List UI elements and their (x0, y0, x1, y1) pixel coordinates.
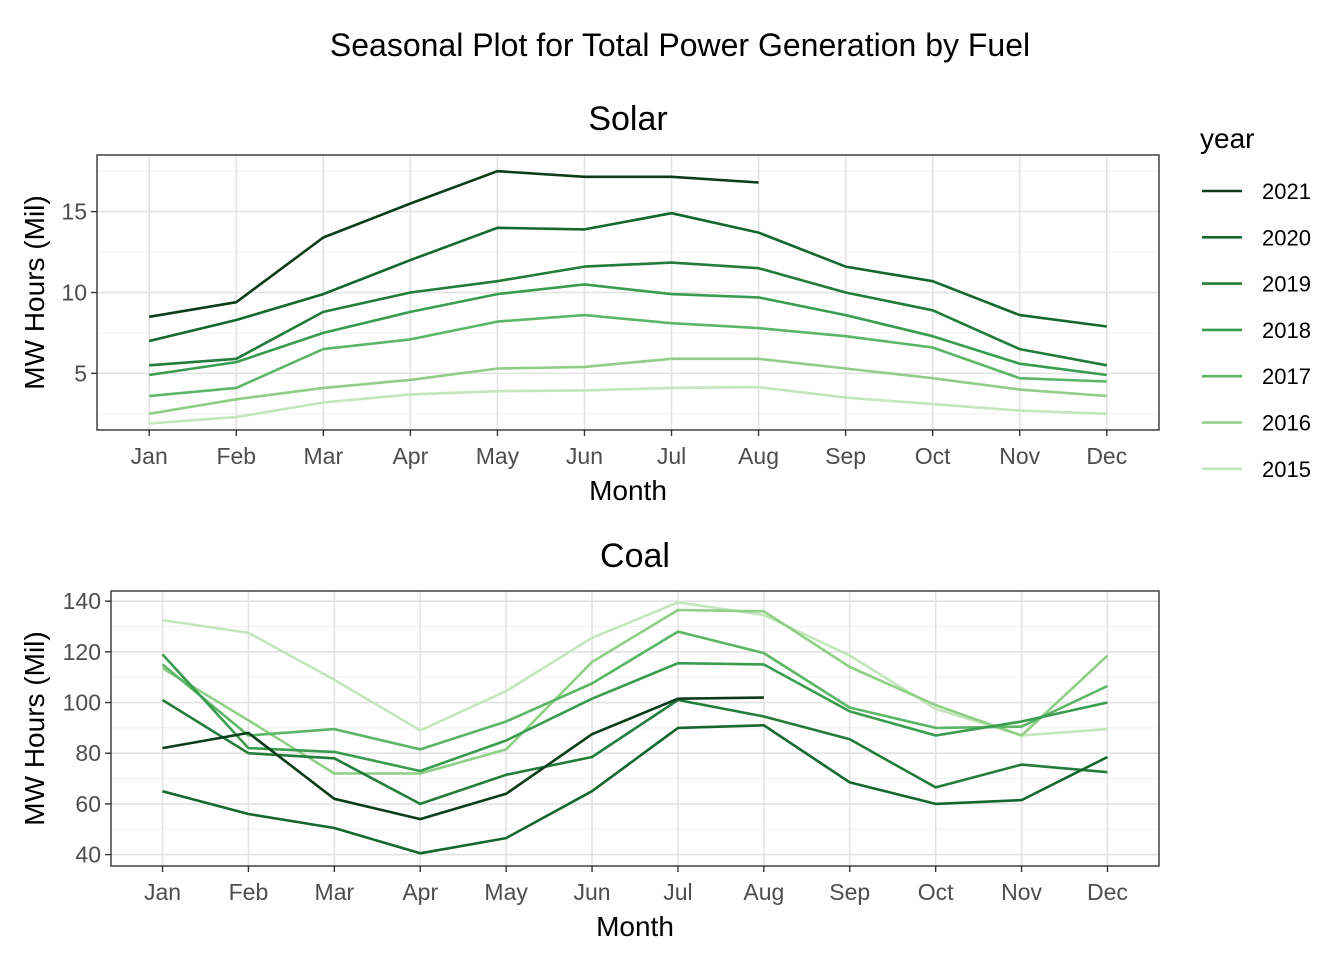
solar-x-axis-title: Month (589, 475, 667, 506)
solar-x-tick-label: Nov (999, 443, 1040, 469)
coal-x-tick-label: Jun (574, 879, 611, 905)
coal-x-tick-label: Oct (918, 879, 954, 905)
legend-item-2019: 2019 (1202, 272, 1311, 297)
coal-series-2015-line (162, 601, 1108, 737)
solar-y-tick-label: 5 (74, 360, 87, 386)
solar-series-2016-line (148, 357, 1107, 416)
coal-x-tick-label: Mar (315, 879, 355, 905)
legend: year 2021 2020 2019 2018 2017 2016 2015 (1200, 123, 1311, 482)
coal-x-tick-label: Sep (829, 879, 870, 905)
coal-y-axis-title: MW Hours (Mil) (19, 631, 50, 825)
coal-series-2017-line (161, 630, 1109, 751)
coal-series-2018-line (161, 653, 1108, 773)
legend-item-label: 2020 (1262, 225, 1311, 250)
solar-y-tick-label: 15 (61, 199, 87, 225)
coal-x-tick-label: Dec (1087, 879, 1128, 905)
coal-x-axis-title: Month (596, 911, 674, 942)
solar-y-axis-title: MW Hours (Mil) (19, 195, 50, 389)
coal-panel: Coal 40 60 80 100 120 140 Jan Feb Mar Apr May Jun Jul… (19, 537, 1160, 942)
legend-item-2015: 2015 (1202, 457, 1311, 482)
coal-x-tick-label: Jul (663, 879, 692, 905)
legend-item-label: 2015 (1262, 457, 1311, 482)
legend-title: year (1200, 123, 1254, 154)
coal-y-tick-label: 60 (75, 791, 101, 817)
solar-x-tick-label: Apr (392, 443, 428, 469)
solar-y-tick-label: 10 (61, 280, 87, 306)
legend-item-2020: 2020 (1202, 225, 1311, 250)
legend-item-2021: 2021 (1202, 179, 1311, 204)
solar-x-tick-label: Feb (216, 443, 256, 469)
solar-x-tick-label: Jun (566, 443, 603, 469)
coal-panel-title: Coal (600, 537, 670, 575)
coal-x-tick-label: Nov (1001, 879, 1042, 905)
coal-series-2019-line (161, 698, 1108, 806)
legend-item-2017: 2017 (1202, 364, 1311, 389)
coal-x-tick-label: Aug (743, 879, 784, 905)
legend-item-label: 2019 (1262, 272, 1311, 297)
coal-series-2016-line (161, 608, 1109, 775)
solar-panel: Solar 5 10 15 Jan Feb Mar Apr May Jun Jul Aug Sep Oct… (19, 100, 1160, 506)
solar-x-tick-label: Jul (657, 443, 686, 469)
solar-x-tick-label: Dec (1086, 443, 1127, 469)
solar-series-2018-line (149, 283, 1107, 377)
solar-x-tick-label: Sep (825, 443, 866, 469)
coal-panel-border (110, 590, 1160, 867)
coal-x-tick-label: Feb (229, 879, 269, 905)
coal-x-tick-label: Jan (144, 879, 181, 905)
coal-y-tick-label: 120 (63, 639, 101, 665)
legend-item-label: 2018 (1262, 318, 1311, 343)
solar-x-tick-label: May (476, 443, 520, 469)
solar-x-tick-label: Oct (915, 443, 951, 469)
solar-panel-title: Solar (588, 100, 667, 138)
solar-x-tick-label: Aug (738, 443, 779, 469)
legend-item-label: 2021 (1262, 179, 1311, 204)
solar-series-2015-line (149, 385, 1107, 425)
coal-y-tick-label: 80 (75, 740, 101, 766)
coal-x-tick-label: Apr (402, 879, 438, 905)
solar-series-2017-line (149, 313, 1107, 398)
legend-item-2018: 2018 (1202, 318, 1311, 343)
solar-series-2019-line (149, 261, 1108, 367)
coal-series-2021-line (162, 696, 764, 821)
legend-items: 2021 2020 2019 2018 2017 2016 2015 (1202, 179, 1311, 482)
solar-series-2021-line (148, 169, 759, 319)
coal-y-tick-label: 40 (75, 842, 101, 868)
figure-title: Seasonal Plot for Total Power Generation… (330, 27, 1030, 63)
coal-series-2020-line (162, 724, 1109, 855)
legend-item-label: 2017 (1262, 364, 1311, 389)
coal-y-tick-label: 100 (63, 690, 101, 716)
coal-y-tick-label: 140 (63, 588, 101, 614)
legend-item-label: 2016 (1262, 411, 1311, 436)
solar-x-tick-label: Jan (131, 443, 168, 469)
solar-x-tick-label: Mar (304, 443, 344, 469)
solar-series-2020-line (148, 211, 1107, 343)
legend-item-2016: 2016 (1202, 411, 1311, 436)
coal-x-tick-label: May (484, 879, 528, 905)
